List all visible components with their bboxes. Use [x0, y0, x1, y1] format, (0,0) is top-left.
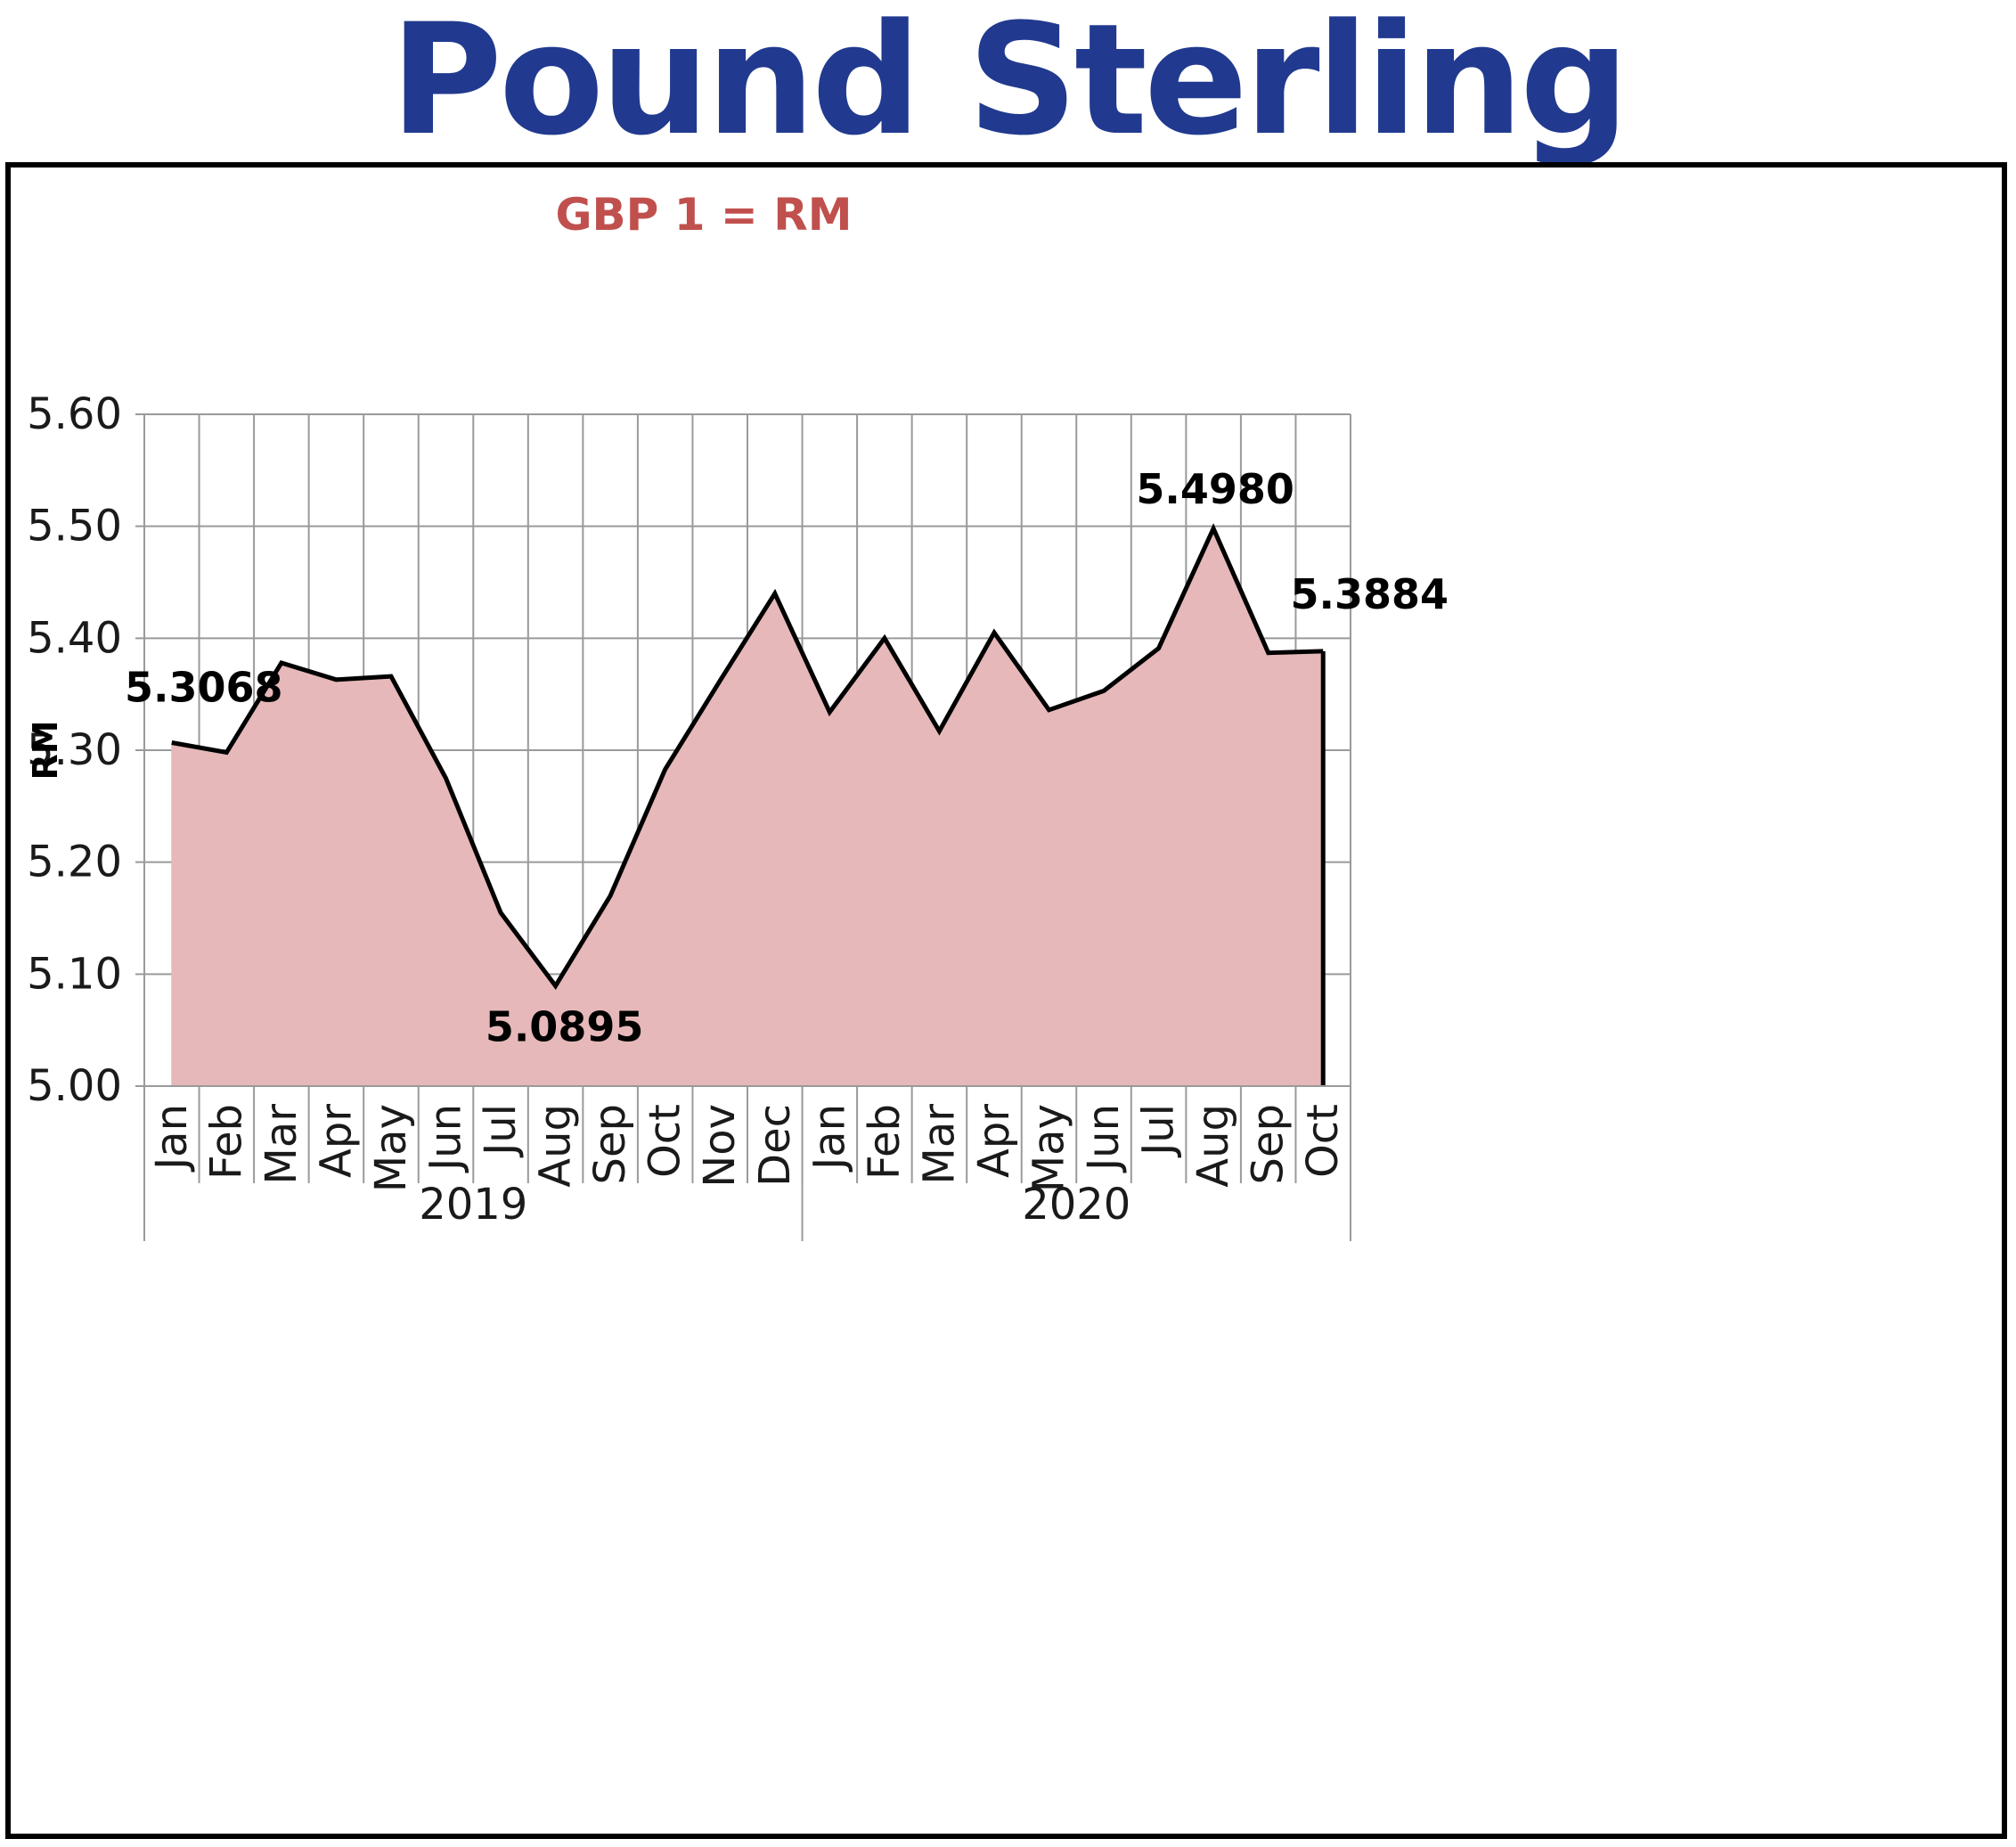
x-tick-label: Aug — [1188, 1104, 1238, 1188]
x-tick-label: Sep — [585, 1104, 635, 1184]
x-tick-label: Aug — [531, 1104, 581, 1188]
data-label: 5.3884 — [1290, 570, 1449, 618]
labels: GBP 1 = RM 5.00 5.10 5.20 5.30 5.40 5.50 5.60 Ja… — [26, 189, 1449, 1230]
x-tick-label: Oct — [1298, 1104, 1348, 1178]
y-tick-label: 5.20 — [27, 838, 122, 887]
x-tick-label: May — [1024, 1104, 1074, 1192]
x-tick-label: Jul — [476, 1104, 526, 1158]
x-group-label: 2019 — [419, 1180, 527, 1230]
series-line — [171, 523, 1324, 990]
x-tick-label: Apr — [969, 1104, 1019, 1178]
x-tick-label: Mar — [914, 1104, 964, 1185]
chart: GBP 1 = RM 5.00 5.10 5.20 5.30 5.40 5.50 5.60 Ja… — [26, 189, 1449, 1241]
y-axis-label: RM — [26, 720, 65, 780]
x-tick-label: Jun — [421, 1104, 471, 1173]
x-group-label: 2020 — [1022, 1180, 1130, 1230]
page-title: Pound Sterling — [389, 0, 1629, 169]
x-tick-label: Nov — [695, 1104, 745, 1188]
x-tick-label: Sep — [1244, 1104, 1294, 1184]
y-tick-label: 5.10 — [27, 949, 122, 999]
y-tick-label: 5.40 — [27, 613, 122, 663]
y-tick-label: 5.30 — [27, 725, 122, 775]
data-label: 5.3068 — [125, 663, 283, 711]
x-tick-label: Jul — [1134, 1104, 1184, 1158]
x-tick-label: Apr — [311, 1104, 361, 1178]
chart-frame: GBP 1 = RM 5.00 5.10 5.20 5.30 5.40 5.50 5.60 Ja… — [5, 162, 2007, 1839]
chart-subtitle: GBP 1 = RM — [556, 189, 853, 241]
x-tick-label: Jan — [147, 1104, 197, 1173]
data-label: 5.4980 — [1136, 465, 1294, 513]
x-tick-label: Feb — [201, 1104, 251, 1180]
x-tick-label: Jan — [804, 1104, 854, 1173]
x-tick-label: May — [366, 1104, 416, 1192]
x-tick-label: Oct — [641, 1104, 690, 1178]
x-tick-label: Dec — [750, 1104, 800, 1187]
y-tick-label: 5.60 — [27, 389, 122, 439]
axes — [143, 1085, 1351, 1241]
x-tick-label: Feb — [860, 1104, 910, 1180]
series-area — [171, 528, 1324, 1086]
data-label: 5.0895 — [486, 1003, 644, 1051]
y-tick-label: 5.50 — [27, 502, 122, 552]
y-tick-label: 5.00 — [27, 1061, 122, 1111]
x-tick-label: Jun — [1079, 1104, 1129, 1173]
area-layer — [171, 523, 1326, 1086]
x-tick-label: Mar — [257, 1104, 306, 1185]
